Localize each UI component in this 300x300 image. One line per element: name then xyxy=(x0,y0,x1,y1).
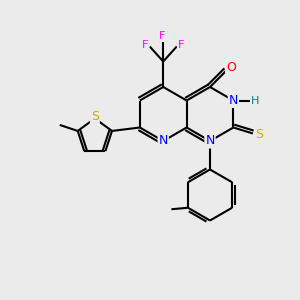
Text: N: N xyxy=(229,94,238,107)
Text: H: H xyxy=(251,95,259,106)
Text: F: F xyxy=(178,40,184,50)
Text: O: O xyxy=(226,61,236,74)
Text: N: N xyxy=(158,134,168,148)
Text: N: N xyxy=(205,134,215,148)
Text: S: S xyxy=(255,128,263,142)
Text: F: F xyxy=(142,40,148,50)
Text: F: F xyxy=(158,31,165,41)
Text: S: S xyxy=(91,110,99,124)
